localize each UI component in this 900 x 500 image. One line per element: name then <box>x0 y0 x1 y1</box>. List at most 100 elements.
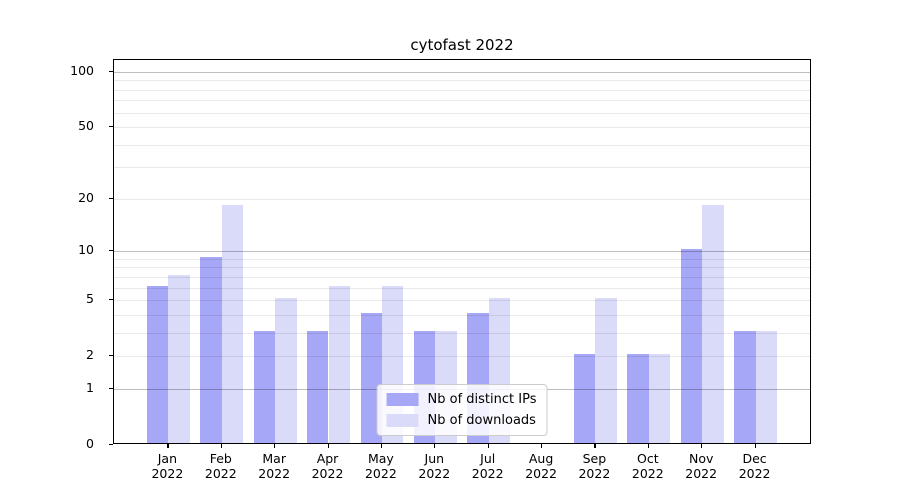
legend-row: Nb of downloads <box>386 413 537 428</box>
x-tick-month: Aug <box>528 451 554 466</box>
x-tick-year: 2022 <box>471 465 504 481</box>
x-tick-mark <box>220 444 222 448</box>
y-tick-label-0: 0 <box>86 435 94 451</box>
y-tick-mark <box>109 444 113 446</box>
chart-title: cytofast 2022 <box>410 36 514 54</box>
legend-swatch <box>386 414 419 427</box>
y-tick-mark <box>109 70 113 73</box>
y-tick-mark <box>109 299 113 301</box>
x-tick-label-jan: Jan 2022 <box>137 451 197 481</box>
x-tick-month: Apr <box>316 451 339 466</box>
y-tick-mark <box>109 355 113 357</box>
gridline-y-9 <box>114 258 810 260</box>
gridline-y-3 <box>114 332 810 334</box>
x-tick-year: 2022 <box>311 465 344 481</box>
x-tick-month: May <box>367 451 394 466</box>
x-tick-month: Jul <box>480 451 496 466</box>
gridline-y-90 <box>114 80 810 82</box>
gridline-y-40 <box>114 144 810 146</box>
x-tick-year: 2022 <box>418 465 451 481</box>
x-tick-mark <box>647 444 649 448</box>
gridline-y-2 <box>114 356 810 358</box>
x-tick-mark <box>380 444 383 448</box>
x-tick-label-aug: Aug 2022 <box>511 451 571 481</box>
gridline-y-50 <box>114 127 810 129</box>
x-tick-year: 2022 <box>631 465 664 481</box>
bar-nov-ips <box>680 249 703 443</box>
bar-oct-ips <box>627 354 649 443</box>
bar-jan-downloads <box>168 274 190 443</box>
legend: Nb of distinct IPs Nb of downloads <box>376 384 548 436</box>
plot-area: Nb of distinct IPs Nb of downloads <box>113 59 811 444</box>
x-tick-month: Oct <box>636 451 659 466</box>
x-tick-month: Dec <box>742 451 767 466</box>
y-tick-label-10: 10 <box>78 241 94 257</box>
x-tick-year: 2022 <box>525 465 557 481</box>
gridline-y-20 <box>114 198 810 200</box>
gridline-y-4 <box>114 314 810 316</box>
x-tick-mark <box>327 444 329 448</box>
x-tick-month: Sep <box>582 451 607 466</box>
x-tick-label-mar: Mar 2022 <box>244 451 304 481</box>
gridline-y-8 <box>114 267 810 269</box>
legend-row: Nb of distinct IPs <box>386 392 537 407</box>
x-tick-mark <box>434 444 436 448</box>
gridline-y-80 <box>114 89 810 91</box>
x-tick-label-nov: Nov 2022 <box>671 451 731 481</box>
x-tick-month: Jan <box>157 451 178 466</box>
x-tick-year: 2022 <box>204 465 237 481</box>
bar-sep-ips <box>574 354 596 443</box>
bar-apr-ips <box>307 330 329 443</box>
gridline-y-5 <box>114 300 810 302</box>
bar-feb-ips <box>200 256 222 443</box>
x-tick-mark <box>701 444 703 448</box>
y-tick-mark <box>109 197 113 200</box>
legend-swatch <box>386 393 419 406</box>
x-tick-month: Mar <box>262 451 286 466</box>
bar-dec-ips <box>734 330 756 443</box>
bar-oct-downloads <box>648 354 671 443</box>
x-tick-label-apr: Apr 2022 <box>298 451 358 481</box>
bar-dec-downloads <box>755 330 777 443</box>
legend-label: Nb of distinct IPs <box>427 392 537 407</box>
gridline-y-6 <box>114 287 810 289</box>
x-tick-label-oct: Oct 2022 <box>618 451 678 481</box>
bar-sep-downloads <box>595 298 617 443</box>
x-tick-year: 2022 <box>685 465 718 481</box>
x-tick-label-jul: Jul 2022 <box>458 451 518 481</box>
gridline-y-70 <box>114 100 810 102</box>
x-tick-month: Nov <box>688 451 714 466</box>
x-tick-mark <box>594 444 596 448</box>
gridline-y-100 <box>114 71 810 73</box>
x-tick-mark <box>541 444 543 448</box>
bar-mar-downloads <box>275 298 297 443</box>
x-tick-label-feb: Feb 2022 <box>191 451 251 481</box>
gridline-y-60 <box>114 112 810 114</box>
gridline-y-10 <box>114 251 810 253</box>
y-tick-label-20: 20 <box>78 189 94 205</box>
y-tick-label-5: 5 <box>86 290 94 306</box>
x-tick-label-dec: Dec 2022 <box>725 451 785 481</box>
x-tick-label-may: May 2022 <box>351 451 411 481</box>
legend-label: Nb of downloads <box>427 413 536 428</box>
x-tick-year: 2022 <box>578 465 611 481</box>
x-tick-mark <box>487 444 489 448</box>
gridline-y-30 <box>114 167 810 169</box>
bar-nov-downloads <box>702 205 724 443</box>
bar-feb-downloads <box>221 205 244 443</box>
y-tick-mark <box>109 388 113 390</box>
x-tick-label-jun: Jun 2022 <box>404 451 464 481</box>
x-tick-mark <box>274 444 276 448</box>
x-tick-month: Feb <box>209 451 232 466</box>
x-tick-year: 2022 <box>738 465 771 481</box>
y-tick-label-50: 50 <box>78 117 94 133</box>
y-tick-mark <box>109 250 113 252</box>
x-tick-mark <box>754 444 756 448</box>
bar-jan-ips <box>147 285 169 443</box>
y-tick-mark <box>109 126 113 128</box>
x-tick-label-sep: Sep 2022 <box>564 451 624 481</box>
x-tick-year: 2022 <box>364 465 397 481</box>
x-tick-mark <box>167 444 169 448</box>
y-tick-label-2: 2 <box>86 346 94 362</box>
